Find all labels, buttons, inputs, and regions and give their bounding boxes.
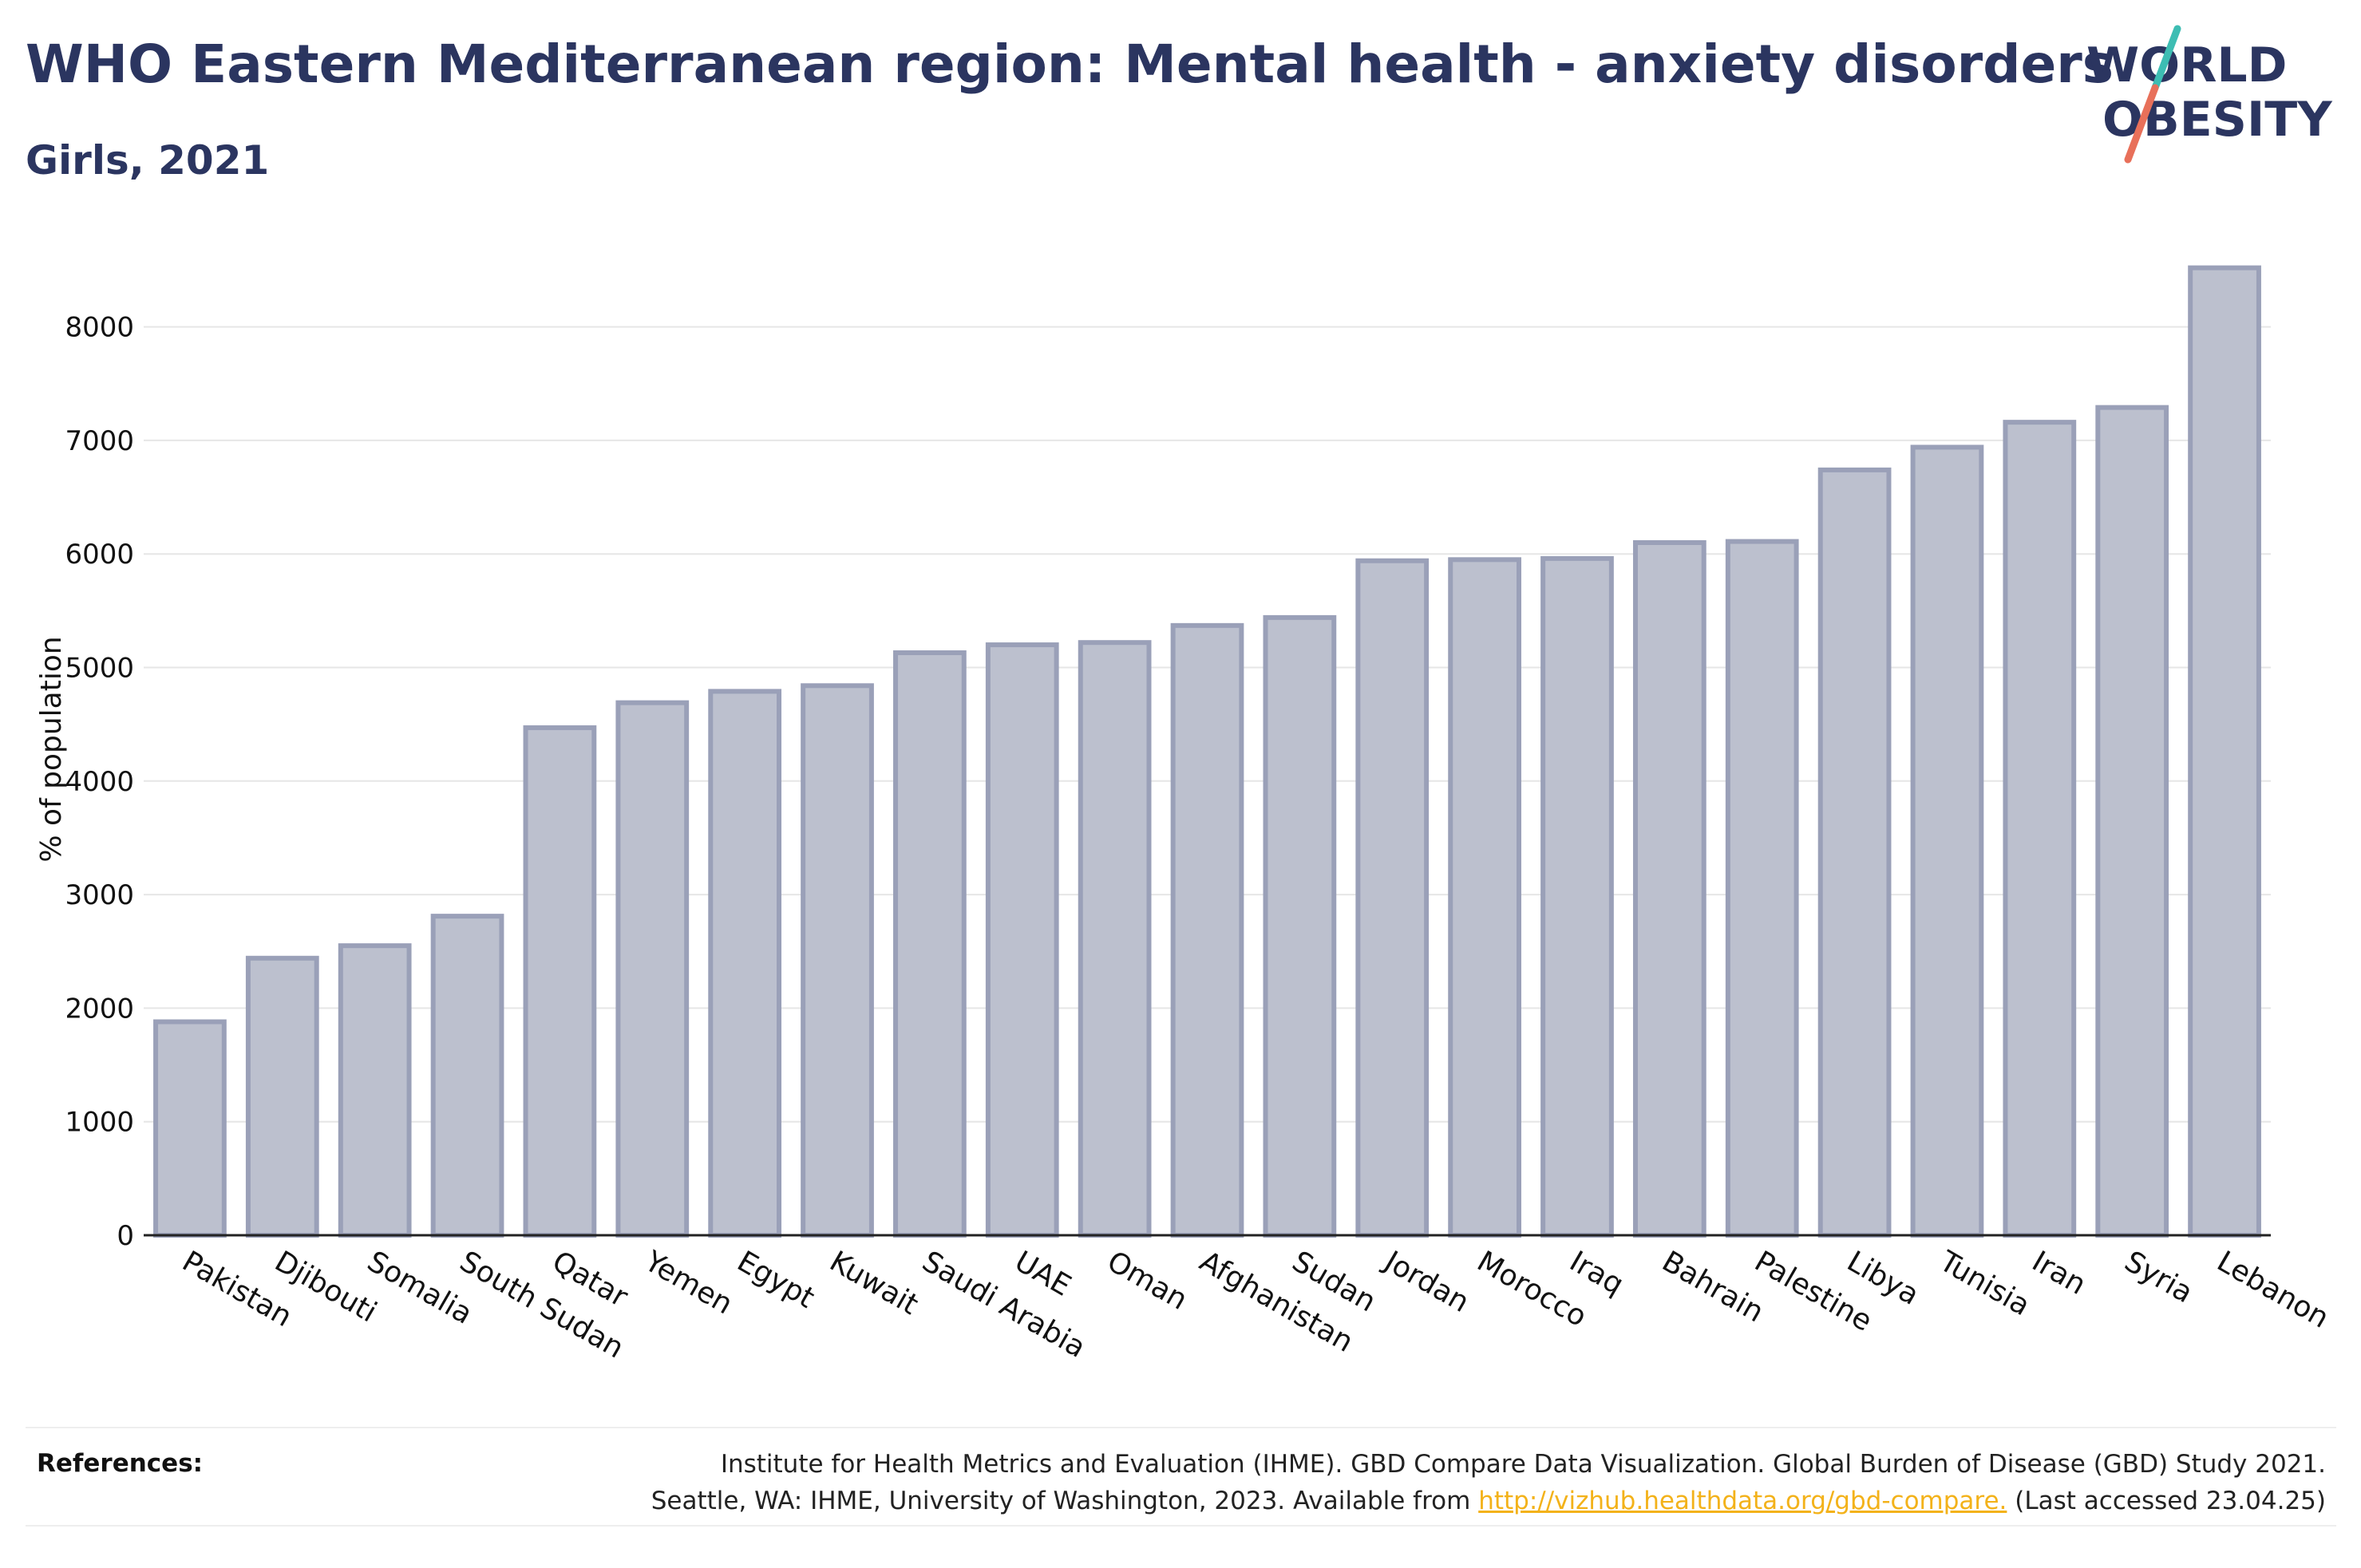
references-divider-bottom xyxy=(26,1525,2336,1527)
y-tick-label: 2000 xyxy=(65,993,134,1025)
y-tick-label: 3000 xyxy=(65,879,134,911)
logo-slash-top xyxy=(2151,25,2181,92)
x-tick-label: Egypt xyxy=(732,1245,820,1314)
bar-libya xyxy=(1817,467,1892,1238)
y-tick-label: 4000 xyxy=(65,766,134,798)
x-tick-label: Jordan xyxy=(1378,1244,1474,1319)
references-link[interactable]: http://vizhub.healthdata.org/gbd-compare… xyxy=(1478,1487,2007,1515)
bar-kuwait xyxy=(801,683,874,1238)
references-line1: Institute for Health Metrics and Evaluat… xyxy=(720,1450,2326,1479)
x-tick-label: Lebanon xyxy=(2212,1245,2335,1335)
x-tick-label: Oman xyxy=(1101,1245,1192,1317)
y-tick-label: 7000 xyxy=(65,425,134,457)
references-line2: Seattle, WA: IHME, University of Washing… xyxy=(570,1483,2326,1519)
references-line2-prefix: Seattle, WA: IHME, University of Washing… xyxy=(651,1487,1479,1515)
x-tick-label: Iraq xyxy=(1564,1245,1628,1301)
x-tick-label: Yemen xyxy=(639,1245,738,1321)
bar-egypt xyxy=(708,689,782,1238)
bar-oman xyxy=(1078,640,1152,1238)
bar-south-sudan xyxy=(430,914,504,1238)
logo-slash-bottom xyxy=(2124,84,2159,164)
y-tick-label: 8000 xyxy=(65,312,134,344)
bar-afghanistan xyxy=(1170,622,1244,1238)
world-obesity-logo: WORLD OBESITY xyxy=(2086,25,2333,164)
bar-syria xyxy=(2095,405,2169,1238)
x-tick-label: Kuwait xyxy=(825,1245,924,1321)
x-tick-label: Bahrain xyxy=(1656,1245,1769,1329)
bar-yemen xyxy=(615,700,690,1238)
y-tick-label: 1000 xyxy=(65,1107,134,1139)
y-tick-label: 6000 xyxy=(65,539,134,571)
bar-bahrain xyxy=(1632,539,1706,1238)
x-tick-label: Somalia xyxy=(362,1245,477,1331)
bar-uae xyxy=(985,642,1059,1238)
bar-iraq xyxy=(1540,555,1614,1238)
bars xyxy=(153,265,2261,1238)
bar-lebanon xyxy=(2188,265,2261,1238)
bar-chart: 0 1000 2000 3000 4000 5000 6000 7000 8000 Pakist… xyxy=(35,265,2335,1365)
y-axis-ticks: 0 1000 2000 3000 4000 5000 6000 7000 8000 xyxy=(65,312,134,1252)
bar-sudan xyxy=(1263,614,1337,1238)
y-tick-label: 5000 xyxy=(65,653,134,685)
bar-qatar xyxy=(523,725,597,1238)
bar-tunisia xyxy=(1910,444,1984,1238)
bar-palestine xyxy=(1725,539,1799,1238)
references-line2-suffix: (Last accessed 23.04.25) xyxy=(2007,1487,2326,1515)
bar-saudi-arabia xyxy=(893,650,967,1238)
bar-somalia xyxy=(338,943,412,1238)
references-label: References: xyxy=(37,1449,204,1478)
y-axis-label: % of population xyxy=(35,636,68,862)
references-text: Institute for Health Metrics and Evaluat… xyxy=(570,1446,2326,1519)
bar-morocco xyxy=(1448,557,1521,1238)
logo-line1: WORLD xyxy=(2086,38,2287,93)
y-tick-label: 0 xyxy=(117,1220,134,1252)
bar-iran xyxy=(2003,420,2077,1238)
references-divider-top xyxy=(26,1427,2336,1428)
x-tick-label: Saudi Arabia xyxy=(916,1245,1090,1365)
chart-title: WHO Eastern Mediterranean region: Mental… xyxy=(26,34,2114,95)
bar-djibouti xyxy=(245,955,319,1238)
x-tick-label: Tunisia xyxy=(1933,1245,2035,1322)
x-tick-label: Iran xyxy=(2027,1245,2091,1301)
x-tick-label: Syria xyxy=(2119,1245,2198,1309)
bar-jordan xyxy=(1355,558,1430,1238)
bar-pakistan xyxy=(153,1019,227,1238)
chart-subtitle: Girls, 2021 xyxy=(26,137,270,184)
